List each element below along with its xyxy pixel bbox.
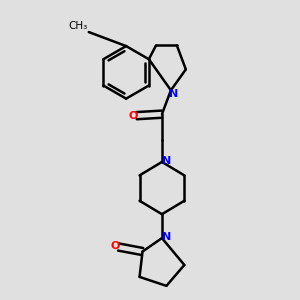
Text: O: O xyxy=(110,241,119,250)
Text: O: O xyxy=(128,111,138,121)
Text: CH₃: CH₃ xyxy=(68,21,87,31)
Text: N: N xyxy=(162,156,172,166)
Text: N: N xyxy=(169,89,178,99)
Text: N: N xyxy=(162,232,172,242)
